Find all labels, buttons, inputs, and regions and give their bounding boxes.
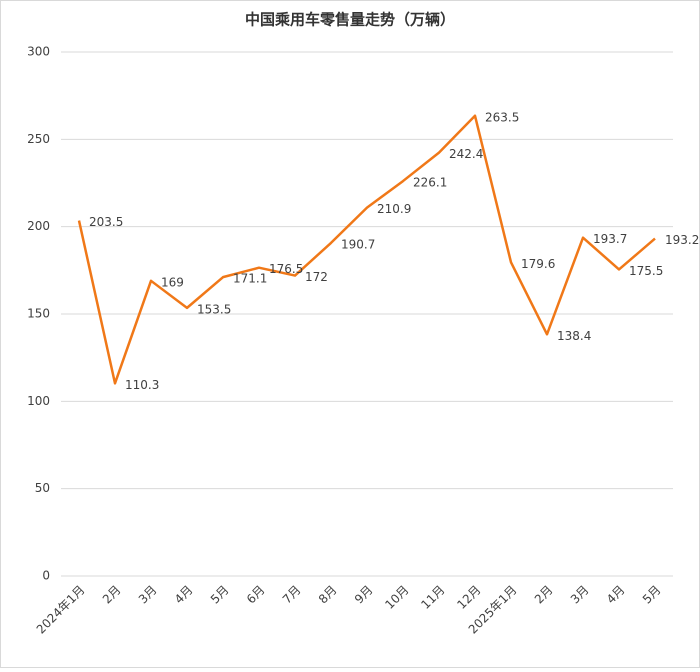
y-tick-label: 300 [27, 45, 50, 59]
data-label: 203.5 [89, 215, 123, 229]
data-label: 176.5 [269, 262, 303, 276]
chart-title: 中国乘用车零售量走势（万辆） [245, 11, 455, 29]
y-tick-label: 50 [35, 481, 50, 495]
y-tick-label: 250 [27, 132, 50, 146]
data-label: 193.7 [593, 232, 627, 246]
y-tick-label: 0 [42, 569, 50, 583]
data-label: 171.1 [233, 272, 267, 286]
data-label: 242.4 [449, 147, 483, 161]
data-label: 175.5 [629, 264, 663, 278]
data-label: 172 [305, 270, 328, 284]
data-label: 190.7 [341, 237, 375, 251]
data-label: 193.2 [665, 233, 699, 247]
data-label: 179.6 [521, 257, 555, 271]
data-label: 226.1 [413, 176, 447, 190]
y-tick-label: 150 [27, 307, 50, 321]
data-label: 110.3 [125, 378, 159, 392]
data-label: 138.4 [557, 329, 591, 343]
data-label: 263.5 [485, 110, 519, 124]
y-tick-label: 200 [27, 219, 50, 233]
y-tick-label: 100 [27, 394, 50, 408]
data-label: 210.9 [377, 202, 411, 216]
line [77, 114, 656, 385]
data-label: 153.5 [197, 302, 231, 316]
data-label: 169 [161, 275, 184, 289]
